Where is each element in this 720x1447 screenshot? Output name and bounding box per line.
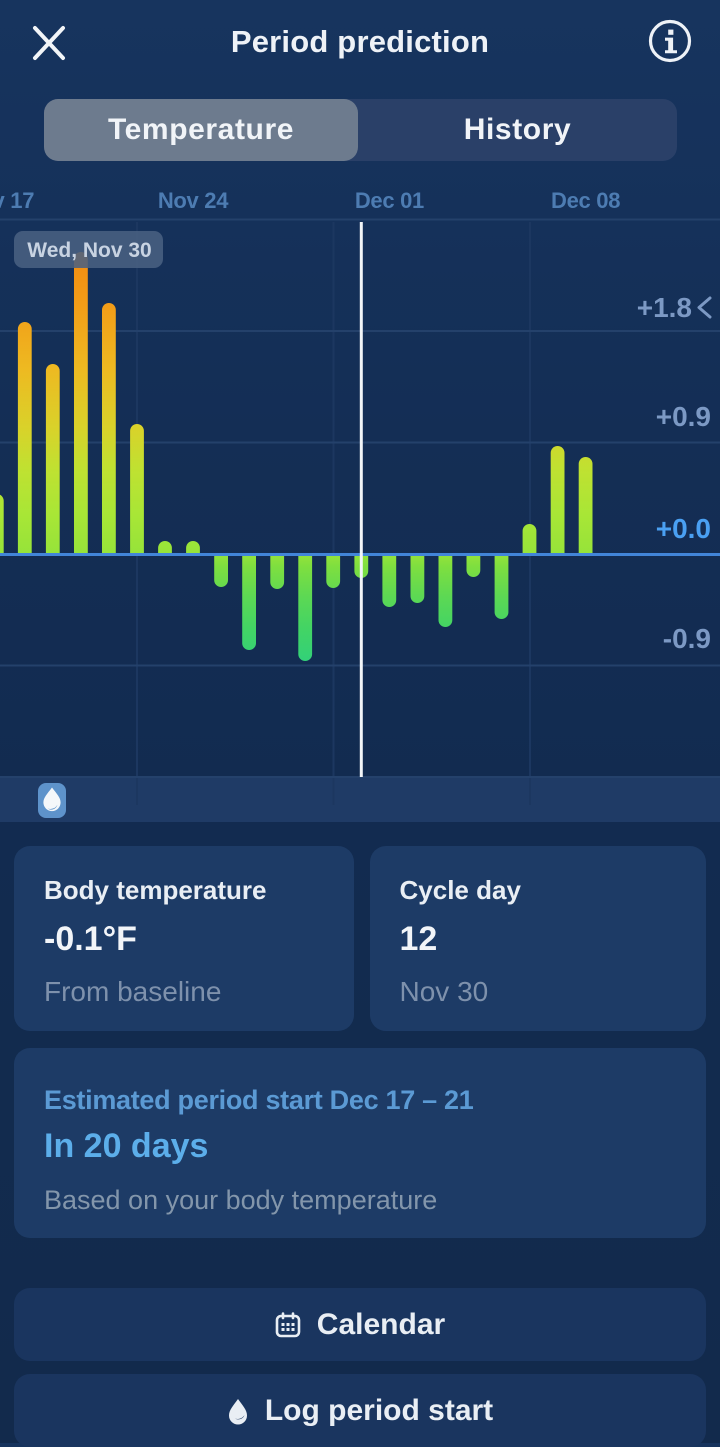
- svg-text:+1.8: +1.8: [637, 292, 692, 323]
- svg-text:Dec 08: Dec 08: [551, 188, 620, 213]
- svg-text:Dec 01: Dec 01: [355, 188, 424, 213]
- svg-text:+0.0: +0.0: [656, 513, 711, 544]
- svg-text:Nov 24: Nov 24: [158, 188, 229, 213]
- svg-text:Wed, Nov 30: Wed, Nov 30: [27, 239, 151, 262]
- svg-text:Nov 17: Nov 17: [0, 188, 34, 213]
- svg-text:-0.9: -0.9: [663, 623, 711, 654]
- svg-text:+0.9: +0.9: [656, 401, 711, 432]
